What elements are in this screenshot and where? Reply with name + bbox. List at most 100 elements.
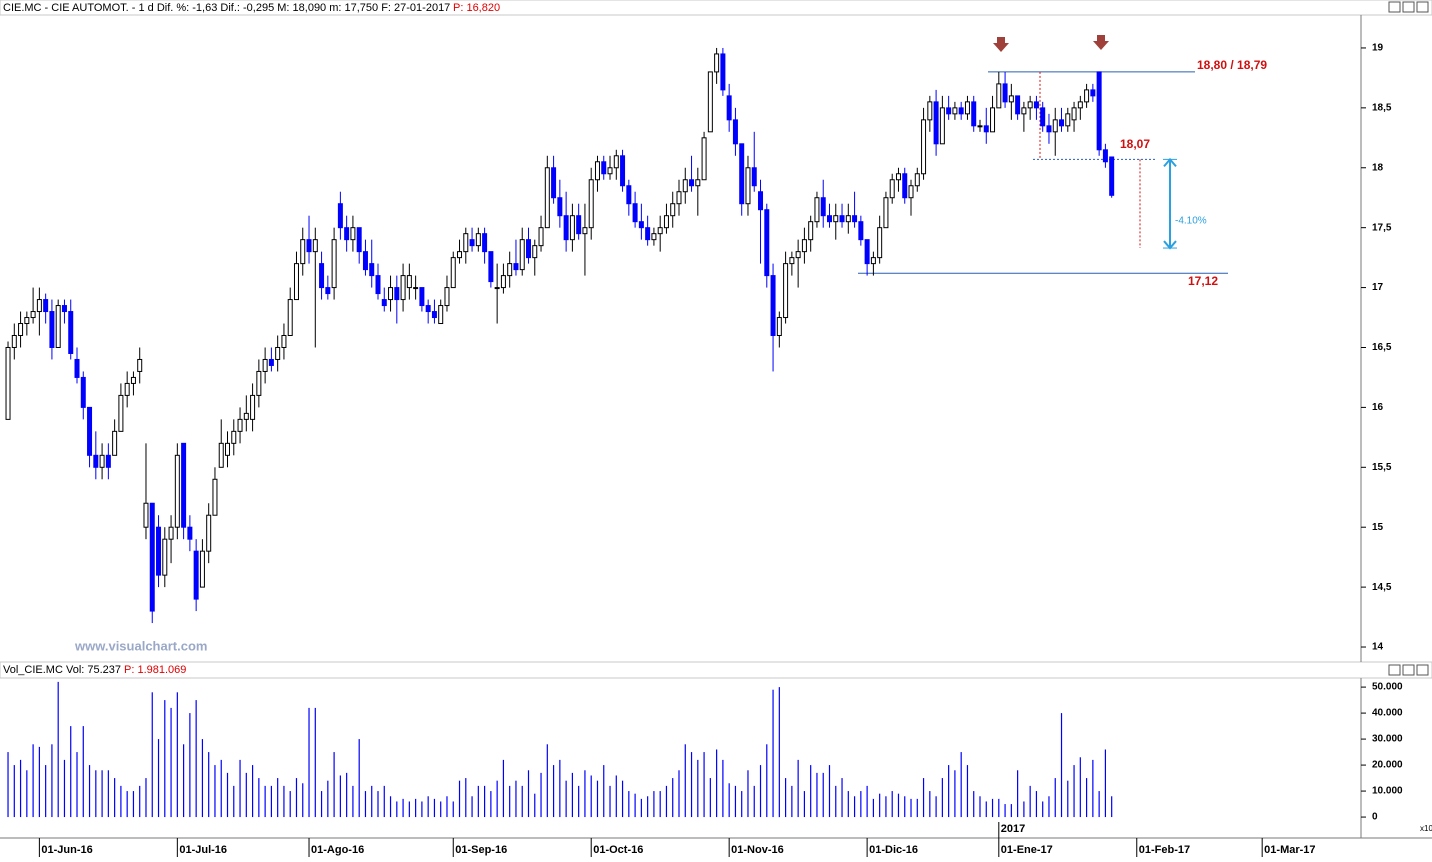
candle-body — [500, 275, 506, 289]
candle-body — [256, 370, 262, 396]
candle-body — [450, 257, 456, 289]
y-tick-label: 16 — [1372, 402, 1384, 413]
window-buttons[interactable] — [1388, 1, 1429, 676]
x-tick-label: 01-Oct-16 — [593, 844, 643, 856]
candle-body — [174, 454, 180, 528]
y-tick-label: 20.000 — [1372, 760, 1403, 771]
candle-body — [663, 215, 669, 229]
candle-body — [870, 257, 876, 265]
candle-body — [657, 227, 663, 235]
candle-body — [783, 263, 789, 319]
x-tick-label: 01-Ene-17 — [1001, 844, 1053, 856]
candle-body — [181, 442, 187, 528]
candle-body — [858, 221, 864, 241]
candle-body — [143, 502, 149, 528]
level-label: 17,12 — [1188, 274, 1218, 288]
maximize-button[interactable] — [1402, 1, 1415, 13]
candle-body — [525, 239, 531, 259]
candle-body — [689, 179, 695, 187]
multiplier-label: x10 — [1420, 824, 1432, 833]
candle-body — [24, 317, 30, 325]
candle-body — [5, 346, 11, 420]
candle-body — [939, 107, 945, 145]
candle-body — [594, 161, 600, 181]
candle-body — [990, 107, 996, 133]
close-button[interactable] — [1416, 664, 1429, 676]
candle-body — [1027, 101, 1033, 109]
candle-body — [362, 251, 368, 271]
candle-body — [149, 502, 155, 612]
candle-body — [833, 215, 839, 223]
candle-body — [613, 155, 619, 169]
candle-body — [124, 382, 130, 396]
candle-body — [826, 215, 832, 223]
maximize-button[interactable] — [1402, 664, 1415, 676]
candle-body — [1090, 89, 1096, 97]
candle-body — [112, 430, 118, 456]
candle-body — [864, 239, 870, 265]
candle-body — [1109, 156, 1115, 196]
candle-body — [99, 454, 105, 468]
candle-body — [425, 305, 431, 313]
candle-body — [243, 412, 249, 420]
candle-body — [275, 346, 281, 360]
candle-body — [538, 227, 544, 247]
candle-body — [413, 287, 419, 290]
candle-body — [168, 526, 174, 540]
candle-body — [808, 221, 814, 241]
candle-body — [1102, 149, 1108, 163]
candle-body — [983, 125, 989, 133]
candle-body — [250, 394, 256, 420]
candle-body — [877, 227, 883, 259]
candle-body — [281, 335, 287, 348]
candle-body — [475, 233, 481, 247]
y-tick-label: 14 — [1372, 642, 1384, 653]
candle-body — [695, 179, 701, 187]
candle-body — [914, 173, 920, 187]
candle-body — [199, 550, 205, 588]
candle-body — [557, 197, 563, 217]
candle-body — [262, 358, 268, 372]
candle-body — [551, 167, 557, 199]
candle-body — [1040, 107, 1046, 127]
candle-body — [381, 299, 387, 307]
candle-body — [1077, 101, 1083, 109]
measure-label: -4.10% — [1175, 216, 1207, 227]
candle-body — [1096, 71, 1102, 151]
minimize-button[interactable] — [1388, 1, 1401, 13]
candle-body — [519, 239, 525, 271]
candle-body — [225, 442, 231, 456]
candle-body — [438, 305, 444, 325]
candle-body — [369, 263, 375, 277]
candle-body — [569, 215, 575, 241]
candle-body — [130, 376, 136, 384]
candle-body — [457, 251, 463, 259]
candle-body — [344, 227, 350, 241]
candle-body — [350, 227, 356, 241]
candle-body — [61, 305, 67, 313]
candle-body — [406, 275, 412, 289]
x-tick-label: 01-Jun-16 — [41, 844, 92, 856]
x-tick-label: 01-Nov-16 — [731, 844, 784, 856]
candle-body — [337, 203, 343, 229]
candle-body — [325, 287, 331, 295]
candle-body — [419, 287, 425, 307]
candle-body — [801, 239, 807, 253]
year-label: 2017 — [1001, 823, 1025, 835]
candle-body — [971, 101, 977, 127]
candle-body — [507, 263, 513, 277]
candle-body — [588, 179, 594, 229]
candle-body — [764, 209, 770, 277]
candle-body — [93, 454, 99, 468]
candle-body — [55, 305, 61, 348]
candle-body — [80, 376, 86, 408]
close-button[interactable] — [1416, 1, 1429, 13]
candle-body — [105, 454, 111, 468]
candle-body — [651, 233, 657, 241]
candle-body — [482, 233, 488, 253]
candle-body — [977, 125, 983, 128]
minimize-button[interactable] — [1388, 664, 1401, 676]
candle-body — [375, 275, 381, 295]
candle-body — [720, 53, 726, 91]
